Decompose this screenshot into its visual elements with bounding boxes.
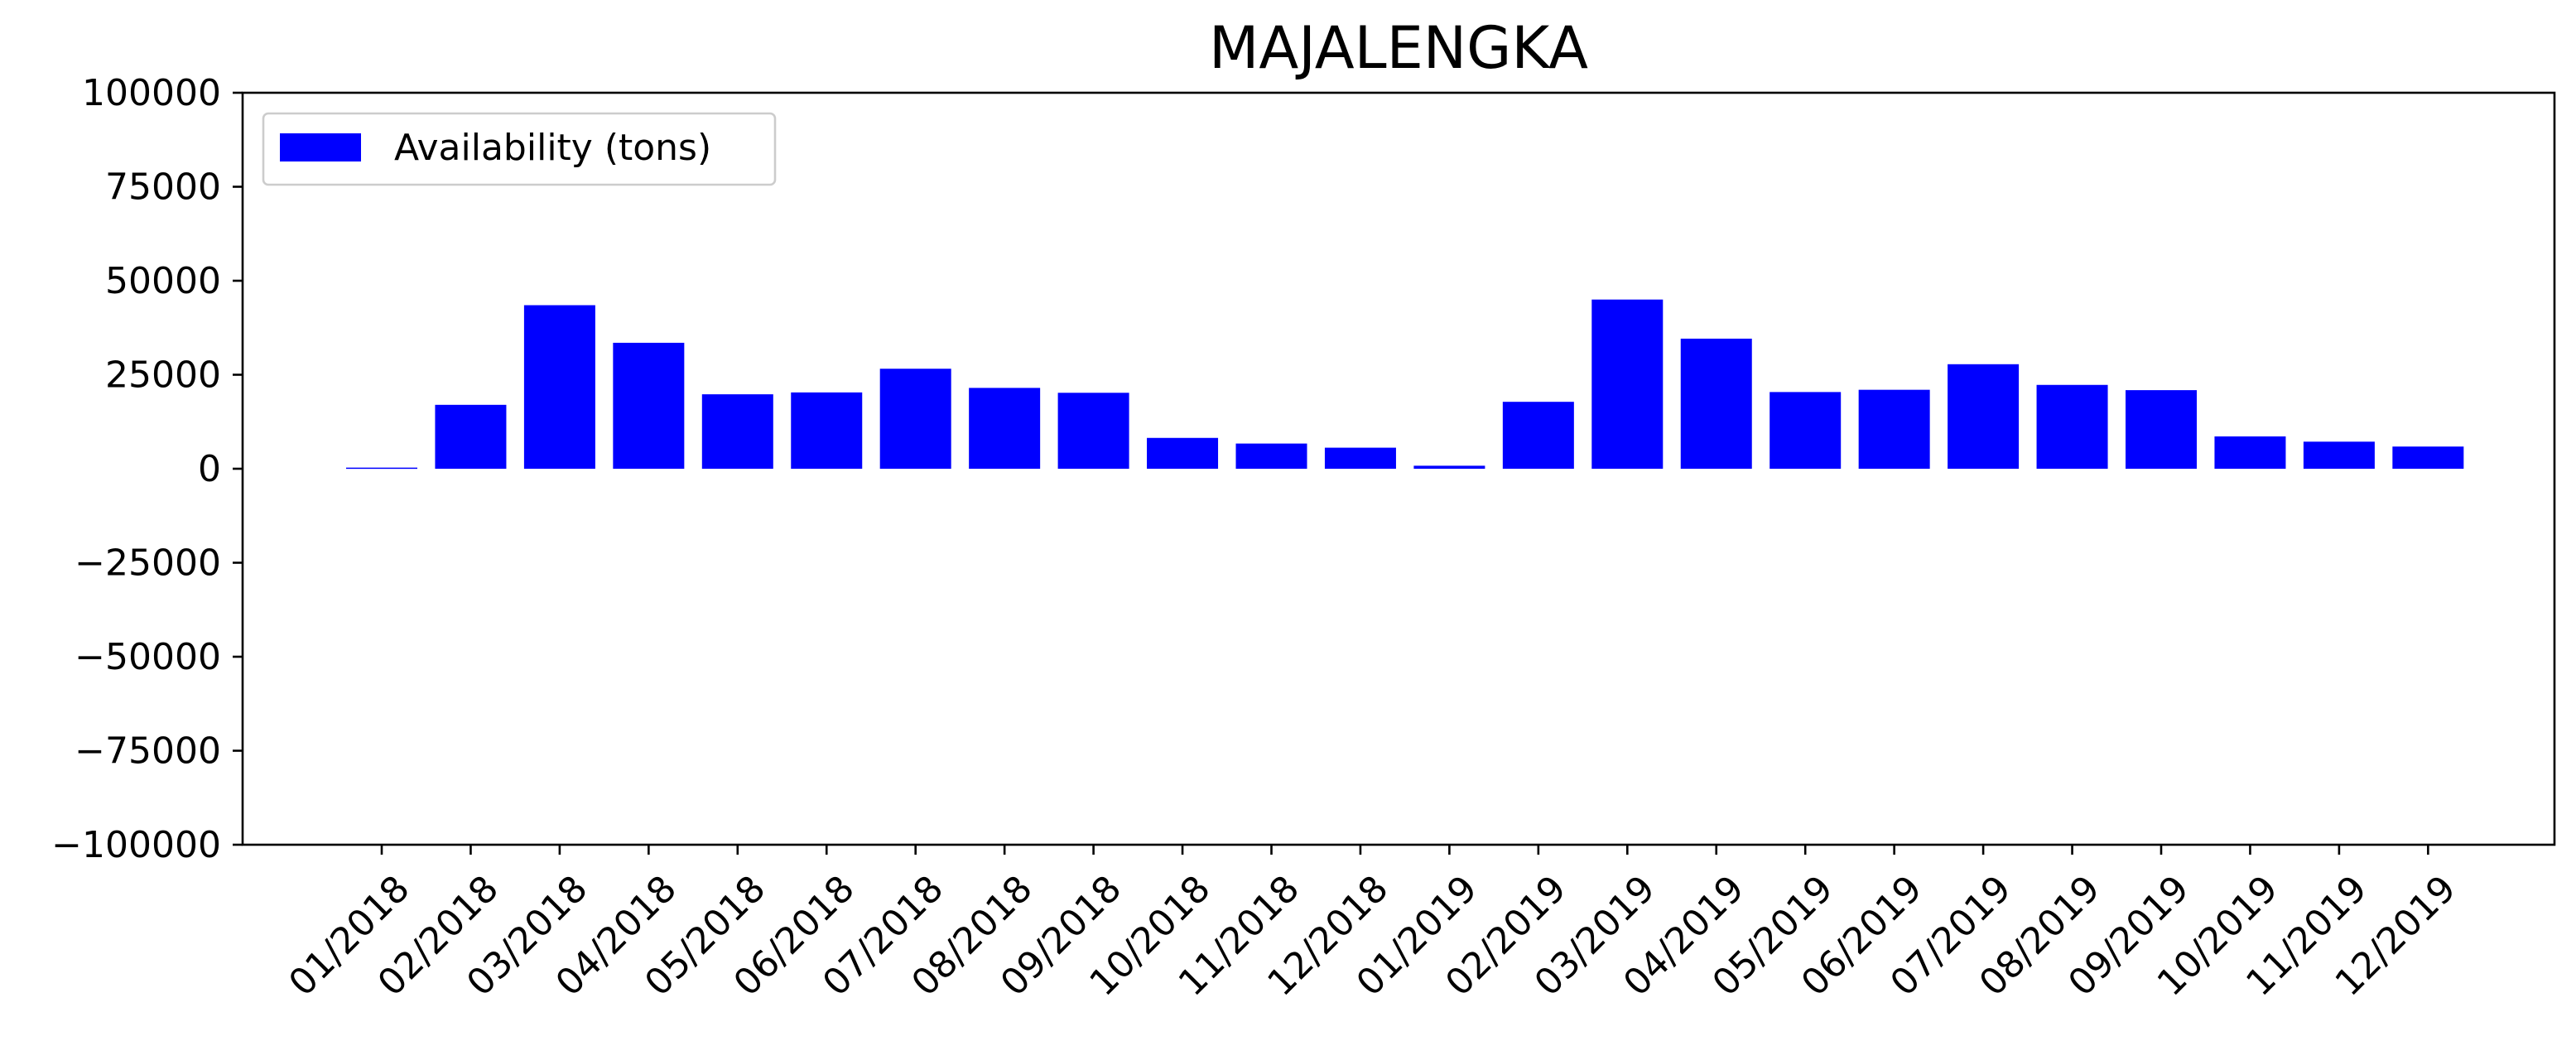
y-tick-label: −25000 — [75, 542, 221, 585]
bar-01-2018 — [346, 467, 417, 470]
bar-10-2018 — [1147, 437, 1219, 469]
y-axis: 100000 75000 50000 25000 0 −25000 −50000 −75000… — [51, 72, 243, 866]
bar-08-2018 — [969, 388, 1041, 469]
bar-05-2018 — [701, 394, 773, 469]
y-tick-label: 75000 — [105, 166, 221, 209]
bar-05-2019 — [1769, 392, 1842, 469]
bar-07-2019 — [1948, 364, 2020, 469]
bar-04-2018 — [613, 342, 685, 469]
bar-12-2018 — [1324, 447, 1396, 469]
y-tick-label: 100000 — [82, 72, 221, 114]
legend-swatch — [280, 133, 361, 161]
chart-title: MAJALENGKA — [1209, 14, 1588, 82]
plot-area-frame — [241, 91, 2556, 846]
bar-11-2018 — [1235, 443, 1307, 469]
bar-11-2019 — [2303, 441, 2375, 469]
bar-09-2018 — [1057, 393, 1129, 469]
y-tick-label: 50000 — [105, 260, 221, 302]
y-tick-label: 25000 — [105, 354, 221, 397]
bar-06-2018 — [791, 392, 863, 469]
bar-01-2019 — [1413, 465, 1485, 469]
bar-08-2019 — [2036, 384, 2108, 469]
bar-04-2019 — [1680, 338, 1752, 469]
bar-03-2018 — [523, 305, 595, 469]
bar-07-2018 — [879, 369, 951, 469]
bar-09-2019 — [2126, 390, 2197, 469]
y-tick-label: −75000 — [75, 730, 221, 773]
y-tick-label: −100000 — [51, 824, 221, 866]
bar-03-2019 — [1591, 299, 1664, 469]
bar-02-2018 — [435, 404, 507, 469]
y-tick-label: 0 — [198, 448, 221, 490]
legend-label: Availability (tons) — [394, 127, 711, 169]
bar-12-2019 — [2392, 446, 2464, 469]
bar-06-2019 — [1858, 389, 1930, 469]
x-axis: 01/201802/201803/201804/201805/201806/20… — [281, 845, 2464, 1005]
legend: Availability (tons) — [262, 112, 777, 186]
legend-box — [262, 112, 777, 186]
bar-02-2019 — [1502, 402, 1574, 469]
y-tick-label: −50000 — [75, 636, 221, 678]
bars-layer — [346, 299, 2464, 470]
bar-10-2019 — [2214, 436, 2286, 469]
